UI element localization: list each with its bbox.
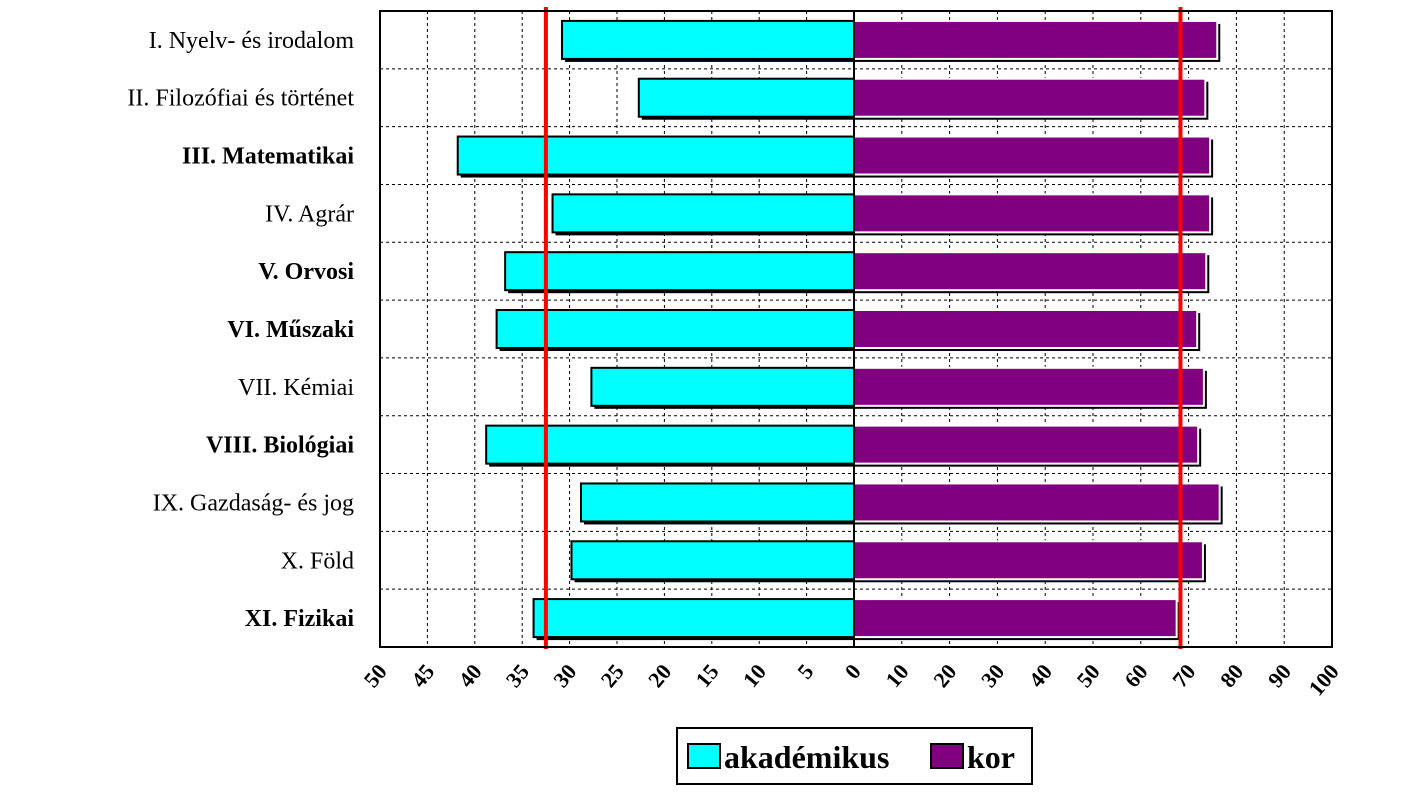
bar-akademikus xyxy=(485,424,855,465)
axis-tick-label: 100 xyxy=(1303,659,1343,700)
axis-tick-label: 80 xyxy=(1215,659,1248,692)
bar-akademikus xyxy=(532,598,855,639)
legend-swatch-akademikus xyxy=(687,743,721,769)
category-label: VIII. Biológiai xyxy=(206,433,354,459)
legend-label-akademikus: akadémikus xyxy=(724,739,889,775)
bar-kor xyxy=(853,193,1212,234)
axis-tick-label: 10 xyxy=(738,659,771,692)
axis-tick-label: 5 xyxy=(792,659,818,683)
legend: akadémikus kor xyxy=(676,727,1033,785)
category-label: I. Nyelv- és irodalom xyxy=(149,28,355,54)
bar-kor xyxy=(853,19,1219,60)
axis-tick-label: 30 xyxy=(548,659,581,692)
plot-frame xyxy=(379,10,1333,648)
axis-tick-label: 30 xyxy=(976,659,1009,692)
bar-kor xyxy=(853,482,1221,523)
bar-akademikus xyxy=(579,482,855,523)
category-label: V. Orvosi xyxy=(258,259,354,285)
bar-akademikus xyxy=(561,19,855,60)
axis-tick-label: 10 xyxy=(880,659,913,692)
bar-akademikus xyxy=(495,309,855,349)
category-label: IX. Gazdaság- és jog xyxy=(153,490,354,516)
bar-kor xyxy=(853,598,1178,639)
bars xyxy=(456,19,1223,641)
axis-tick-label: 35 xyxy=(501,659,534,692)
axis-tick-label: 60 xyxy=(1119,659,1152,692)
axis-tick-label: 50 xyxy=(359,659,392,692)
reference-lines xyxy=(543,7,1183,649)
axis-tick-label: 25 xyxy=(596,659,629,692)
bar-kor xyxy=(853,251,1208,292)
bar-akademikus xyxy=(456,135,855,176)
bar-kor xyxy=(853,424,1200,465)
axis-tick-label: 40 xyxy=(453,659,486,692)
axis-tick-label: 20 xyxy=(928,659,961,692)
axis-tick-label: 70 xyxy=(1167,659,1200,692)
axis-tick-label: 0 xyxy=(840,659,866,683)
category-label: X. Föld xyxy=(281,548,354,574)
category-label: II. Filozófiai és történet xyxy=(127,86,354,112)
category-label: IV. Agrár xyxy=(265,201,354,227)
axis-tick-label: 90 xyxy=(1263,659,1296,692)
bar-kor xyxy=(853,135,1212,176)
bar-kor xyxy=(853,309,1199,349)
bar-kor xyxy=(853,540,1204,581)
axis-tick-label: 15 xyxy=(690,659,723,692)
category-label: XI. Fizikai xyxy=(245,606,355,632)
axis-tick-label: 50 xyxy=(1072,659,1105,692)
axis-tick-label: 45 xyxy=(406,659,439,692)
bar-akademikus xyxy=(570,540,855,581)
axis-tick-label: 40 xyxy=(1024,659,1057,692)
category-labels: I. Nyelv- és irodalom II. Filozófiai és t… xyxy=(127,28,354,632)
bar-akademikus xyxy=(590,366,855,407)
bar-akademikus xyxy=(551,193,855,234)
legend-swatch-kor xyxy=(930,743,964,769)
axis-tick-labels: 50 45 40 35 30 25 20 15 10 5 0 10 20 30 40 50 60 70 80 90 10… xyxy=(359,659,1344,700)
legend-label-kor: kor xyxy=(967,739,1015,775)
legend-frame xyxy=(676,727,1033,785)
axis-tick-label: 20 xyxy=(643,659,676,692)
bar-kor xyxy=(853,366,1205,407)
bar-akademikus xyxy=(637,77,856,118)
bar-akademikus xyxy=(504,251,855,292)
category-label: VII. Kémiai xyxy=(238,375,354,401)
category-label: VI. Műszaki xyxy=(227,317,354,343)
bar-kor xyxy=(853,77,1207,118)
category-label: III. Matematikai xyxy=(182,144,354,170)
